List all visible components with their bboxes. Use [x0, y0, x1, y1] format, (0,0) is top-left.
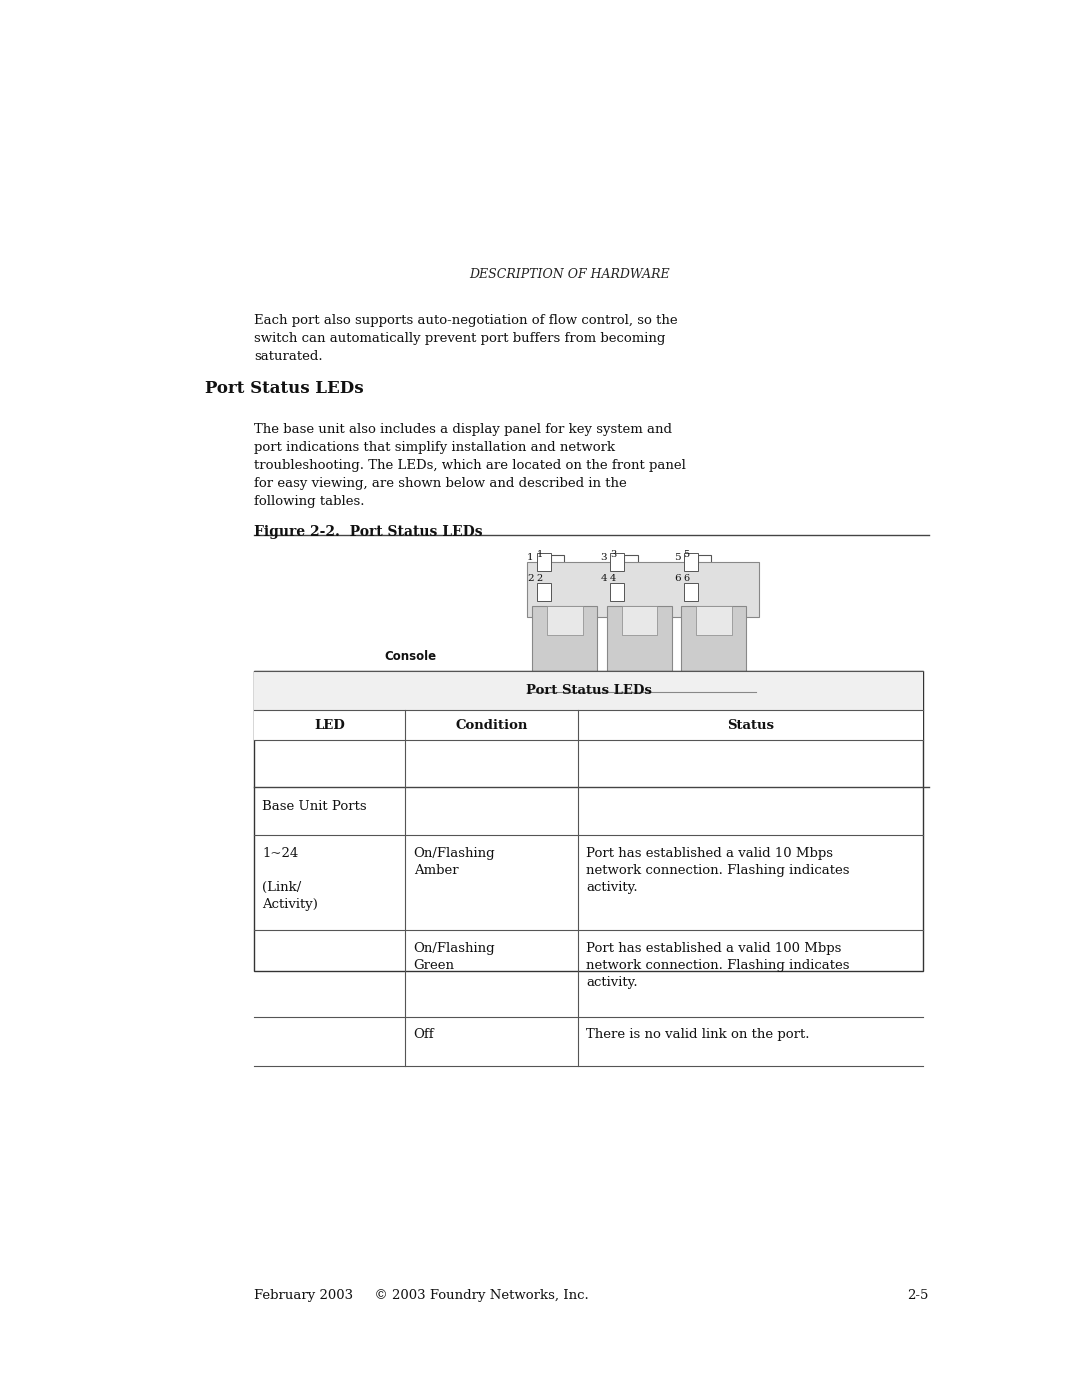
- Text: Console: Console: [384, 650, 436, 664]
- Circle shape: [391, 715, 400, 726]
- Text: Port has established a valid 100 Mbps
network connection. Flashing indicates
act: Port has established a valid 100 Mbps ne…: [586, 942, 850, 989]
- FancyBboxPatch shape: [698, 555, 712, 569]
- FancyBboxPatch shape: [532, 693, 597, 774]
- FancyBboxPatch shape: [551, 555, 565, 569]
- FancyBboxPatch shape: [622, 606, 657, 634]
- Ellipse shape: [341, 724, 352, 740]
- Circle shape: [406, 715, 415, 726]
- Text: Off: Off: [414, 1028, 434, 1041]
- Ellipse shape: [335, 712, 359, 752]
- Text: Base Unit Ports: Base Unit Ports: [262, 800, 367, 813]
- FancyBboxPatch shape: [546, 606, 583, 634]
- FancyBboxPatch shape: [624, 555, 638, 569]
- Circle shape: [376, 715, 384, 726]
- FancyBboxPatch shape: [532, 606, 597, 687]
- FancyBboxPatch shape: [607, 606, 672, 687]
- Text: Port Status LEDs: Port Status LEDs: [526, 683, 651, 697]
- Text: Figure 2-2.  Port Status LEDs: Figure 2-2. Port Status LEDs: [254, 525, 483, 539]
- Text: 1~24

(Link/
Activity): 1~24 (Link/ Activity): [262, 847, 319, 911]
- Text: 2-5: 2-5: [907, 1289, 929, 1302]
- Text: LED: LED: [314, 718, 345, 732]
- Text: 4: 4: [600, 574, 607, 583]
- Text: The base unit also includes a display panel for key system and
port indications : The base unit also includes a display pa…: [254, 423, 686, 509]
- Circle shape: [399, 738, 407, 749]
- Text: 6: 6: [674, 574, 680, 583]
- FancyBboxPatch shape: [342, 685, 478, 780]
- Ellipse shape: [462, 712, 486, 752]
- FancyBboxPatch shape: [363, 700, 458, 766]
- Text: Each port also supports auto-negotiation of flow control, so the
switch can auto: Each port also supports auto-negotiation…: [254, 314, 677, 363]
- Ellipse shape: [469, 724, 480, 740]
- Text: Condition: Condition: [455, 718, 528, 732]
- Text: Port has established a valid 10 Mbps
network connection. Flashing indicates
acti: Port has established a valid 10 Mbps net…: [586, 847, 850, 894]
- Text: Status: Status: [727, 718, 774, 732]
- Text: On/Flashing
Green: On/Flashing Green: [414, 942, 496, 971]
- FancyBboxPatch shape: [624, 585, 638, 599]
- FancyBboxPatch shape: [527, 562, 759, 617]
- FancyBboxPatch shape: [681, 606, 746, 687]
- Text: 2: 2: [527, 574, 534, 583]
- FancyBboxPatch shape: [537, 553, 551, 571]
- FancyBboxPatch shape: [622, 693, 657, 721]
- Text: 6: 6: [684, 574, 690, 583]
- FancyBboxPatch shape: [254, 671, 923, 710]
- Text: February 2003     © 2003 Foundry Networks, Inc.: February 2003 © 2003 Foundry Networks, I…: [254, 1289, 589, 1302]
- Text: 2: 2: [537, 574, 543, 583]
- FancyBboxPatch shape: [610, 553, 624, 571]
- Text: Port Status LEDs: Port Status LEDs: [205, 380, 364, 397]
- FancyBboxPatch shape: [254, 671, 923, 971]
- Text: 1: 1: [537, 550, 543, 559]
- Text: DESCRIPTION OF HARDWARE: DESCRIPTION OF HARDWARE: [469, 268, 670, 281]
- FancyBboxPatch shape: [546, 693, 583, 721]
- Circle shape: [436, 715, 445, 726]
- Circle shape: [414, 738, 422, 749]
- Text: 3: 3: [610, 550, 617, 559]
- Text: 3: 3: [600, 553, 607, 562]
- Text: 5: 5: [674, 553, 680, 562]
- FancyBboxPatch shape: [254, 710, 923, 740]
- Text: 5: 5: [684, 550, 690, 559]
- FancyBboxPatch shape: [681, 693, 746, 774]
- Text: 4: 4: [610, 574, 617, 583]
- FancyBboxPatch shape: [610, 583, 624, 601]
- FancyBboxPatch shape: [696, 606, 732, 634]
- FancyBboxPatch shape: [551, 585, 565, 599]
- Text: 1: 1: [527, 553, 534, 562]
- FancyBboxPatch shape: [607, 693, 672, 774]
- FancyBboxPatch shape: [684, 583, 698, 601]
- FancyBboxPatch shape: [684, 553, 698, 571]
- Circle shape: [429, 738, 437, 749]
- Text: There is no valid link on the port.: There is no valid link on the port.: [586, 1028, 810, 1041]
- Circle shape: [383, 738, 392, 749]
- FancyBboxPatch shape: [537, 583, 551, 601]
- Circle shape: [421, 715, 430, 726]
- Text: On/Flashing
Amber: On/Flashing Amber: [414, 847, 496, 876]
- FancyBboxPatch shape: [698, 585, 712, 599]
- FancyBboxPatch shape: [696, 693, 732, 721]
